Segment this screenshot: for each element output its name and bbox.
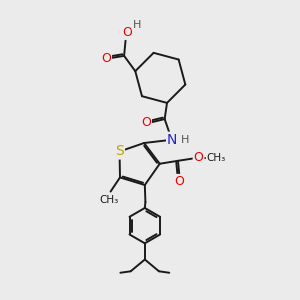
Text: S: S (115, 145, 124, 158)
Text: N: N (167, 133, 178, 147)
Text: CH₃: CH₃ (100, 194, 119, 205)
Text: CH₃: CH₃ (207, 153, 226, 163)
Text: O: O (175, 175, 184, 188)
Text: H: H (133, 20, 141, 30)
Text: O: O (141, 116, 151, 129)
Text: O: O (194, 152, 203, 164)
Text: O: O (101, 52, 111, 65)
Text: H: H (181, 135, 189, 145)
Text: O: O (122, 26, 132, 39)
